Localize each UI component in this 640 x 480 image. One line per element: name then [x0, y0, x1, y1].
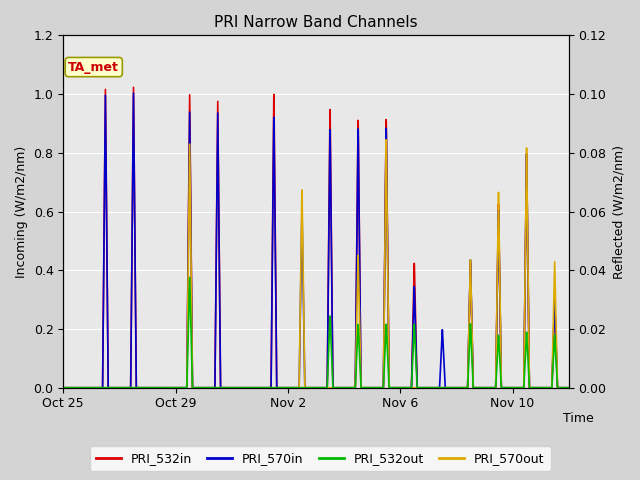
Legend: PRI_532in, PRI_570in, PRI_532out, PRI_570out: PRI_532in, PRI_570in, PRI_532out, PRI_57…	[90, 446, 550, 471]
X-axis label: Time: Time	[563, 412, 594, 425]
Title: PRI Narrow Band Channels: PRI Narrow Band Channels	[214, 15, 418, 30]
Y-axis label: Reflected (W/m2/nm): Reflected (W/m2/nm)	[612, 144, 625, 278]
Text: TA_met: TA_met	[68, 60, 119, 73]
Y-axis label: Incoming (W/m2/nm): Incoming (W/m2/nm)	[15, 145, 28, 277]
